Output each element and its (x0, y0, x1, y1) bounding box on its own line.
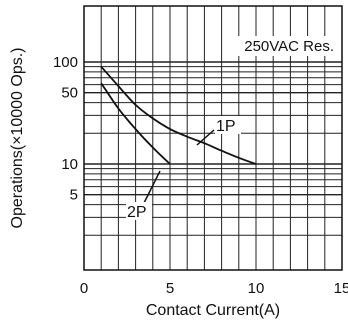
tick-labels: 0 5 10 15 5 10 50 100 (53, 54, 348, 297)
y-tick-label: 100 (53, 54, 78, 71)
x-tick-label: 15 (334, 280, 348, 297)
plot-frame (83, 5, 343, 271)
y-axis-title: Operations(×10000 Ops.) (9, 48, 26, 229)
x-axis-title: Contact Current(A) (146, 302, 280, 319)
series-line-2p (100, 82, 171, 165)
x-tick-label: 0 (80, 280, 88, 297)
series-label-1p-leader (196, 129, 215, 146)
x-tick-label: 5 (166, 280, 174, 297)
series-layer (100, 66, 257, 165)
series-label-2p-leader (143, 170, 161, 204)
series-label-2p: 2P (127, 204, 147, 221)
y-tick-label: 50 (61, 85, 78, 102)
series-label-2p-background (126, 202, 152, 220)
y-tick-label: 5 (70, 187, 78, 204)
annotation-box (226, 36, 338, 56)
y-tick-label: 10 (61, 156, 78, 173)
series-label-1p: 1P (216, 118, 236, 135)
series-label-1p-background (215, 116, 241, 134)
annotation-text: 250VAC Res. (244, 38, 334, 55)
series-line-1p (100, 66, 257, 165)
x-tick-label: 10 (248, 280, 265, 297)
